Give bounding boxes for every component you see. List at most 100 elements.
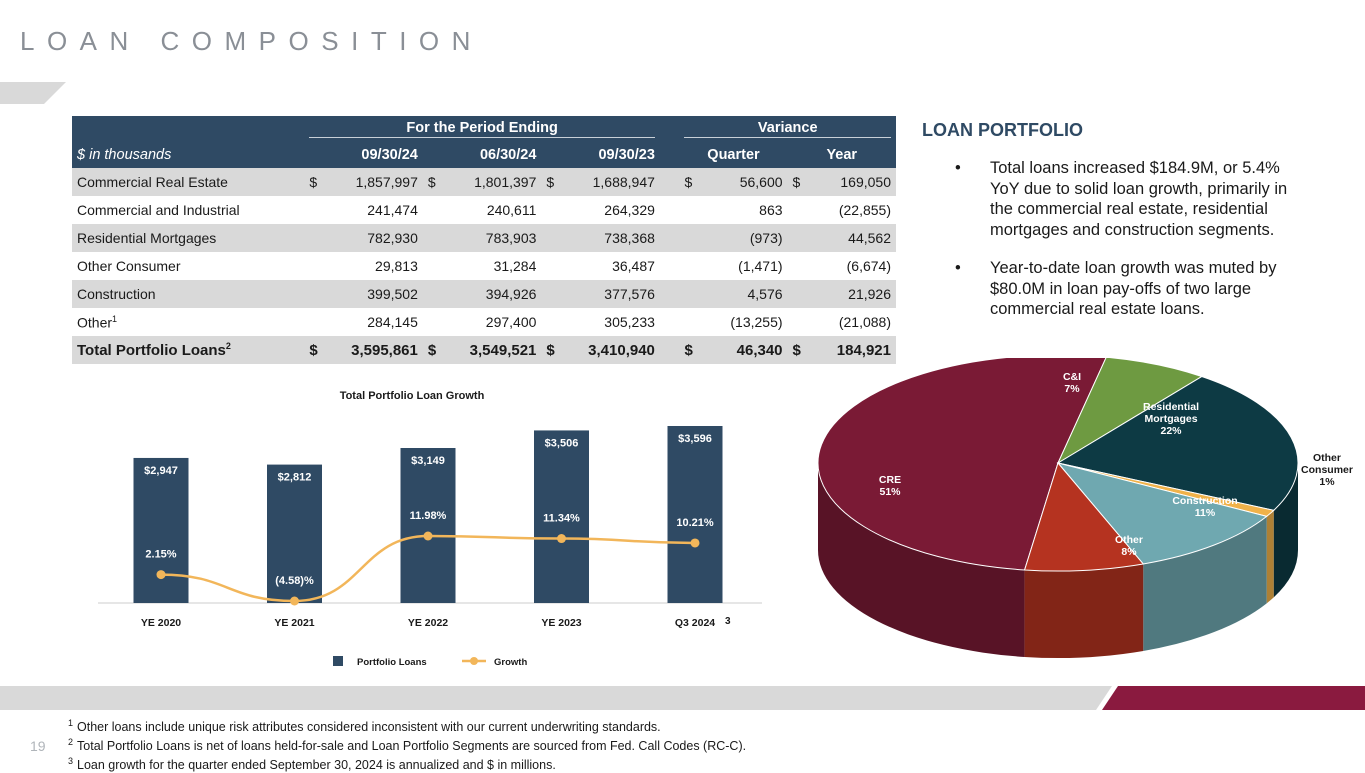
bar-value-label: $3,506 — [545, 437, 579, 449]
table-cell: 394,926 — [422, 280, 542, 308]
table-column-header-row: $ in thousands 09/30/24 06/30/24 09/30/2… — [72, 142, 896, 168]
pie-slice — [817, 358, 1107, 571]
pie-slice-side — [1266, 510, 1274, 604]
row-label: Other1 — [77, 313, 118, 331]
pie-slice — [1023, 461, 1145, 572]
table-cell: (973) — [679, 224, 788, 252]
column-header: 06/30/24 — [422, 142, 542, 168]
top-accent-band — [0, 82, 66, 104]
bottom-accent-band — [0, 686, 1365, 710]
growth-value-label: 11.98% — [410, 510, 447, 522]
pie-slice — [1056, 375, 1299, 511]
column-header: 09/30/23 — [541, 142, 660, 168]
table-cell: 31,284 — [493, 258, 537, 274]
table-total-row: Total Portfolio Loans2 $3,595,861 $3,549,5… — [72, 336, 896, 364]
pie-slice-name: CRE — [879, 474, 901, 486]
table-cell: 21,926 — [787, 280, 896, 308]
bullet-item: • Year-to-date loan growth was muted by … — [955, 259, 1277, 318]
table-row: Residential Mortgages 782,930 783,903 738,3… — [72, 224, 896, 252]
table-row: Other1 284,145 297,400 305,233 (13,255) (21,0… — [72, 308, 896, 336]
column-header: Quarter — [679, 142, 788, 168]
bar-value-label: $2,947 — [144, 465, 178, 477]
table-group-header-row: For the Period Ending Variance — [72, 116, 896, 142]
growth-value-label: 2.15% — [145, 549, 176, 561]
growth-line — [160, 534, 696, 603]
pie-slice-value: 8% — [1121, 546, 1137, 558]
table-cell: 297,400 — [485, 314, 537, 330]
table-cell: $1,857,997 — [304, 168, 423, 196]
table-cell: 241,474 — [367, 202, 418, 218]
table-cell: 783,903 — [422, 224, 542, 252]
table-cell: (1,471) — [738, 258, 783, 274]
table-cell: 863 — [759, 202, 783, 218]
column-header: 09/30/24 — [304, 142, 423, 168]
row-label: Other Consumer — [77, 258, 181, 274]
footnote: 2 Total Portfolio Loans is net of loans h… — [68, 737, 747, 754]
pie-slice-value: 11% — [1195, 507, 1216, 519]
table-row: Commercial Real Estate $1,857,997 $1,801,3… — [72, 168, 896, 196]
pie-slice-name: Other — [1313, 452, 1341, 464]
growth-value-label: 10.21% — [676, 517, 714, 529]
table-cell: $169,050 — [787, 168, 896, 196]
page-number: 19 — [30, 738, 46, 754]
loan-portfolio-heading: LOAN PORTFOLIO — [922, 120, 1083, 140]
x-tick-label: Q3 2024 — [675, 617, 715, 629]
table-row: Other Consumer 29,813 31,284 36,487 (1,471) (… — [72, 252, 896, 280]
legend-label: Portfolio Loans — [357, 657, 427, 668]
table-cell: $1,801,397 — [422, 168, 542, 196]
page-title: LOAN COMPOSITION — [20, 26, 483, 56]
growth-point — [156, 570, 166, 580]
x-tick-label: YE 2023 — [541, 617, 581, 629]
pie-slice-name: Residential — [1143, 401, 1199, 413]
table-cell: 44,562 — [787, 224, 896, 252]
table-cell: $184,921 — [787, 336, 896, 364]
x-tick-label: YE 2021 — [274, 617, 314, 629]
group-header-period: For the Period Ending — [304, 116, 660, 142]
table-cell: (13,255) — [730, 314, 783, 330]
table-cell: 4,576 — [679, 280, 788, 308]
pie-slice-value: 7% — [1064, 383, 1080, 395]
pie-slice-name: Consumer — [1301, 464, 1353, 476]
footnote: 3 Loan growth for the quarter ended Septe… — [68, 756, 556, 773]
pie-slice-side — [1024, 563, 1144, 658]
row-label: Total Portfolio Loans2 — [72, 336, 305, 364]
growth-point — [423, 531, 433, 541]
table-cell: 284,145 — [367, 314, 418, 330]
table-cell: $3,410,940 — [541, 336, 660, 364]
pie-slice-side — [1143, 516, 1267, 651]
bullet-icon: • — [955, 259, 961, 277]
x-tick-label: YE 2022 — [408, 617, 448, 629]
bullet-item: • Total loans increased $184.9M, or 5.4%… — [955, 159, 1288, 239]
table-cell: 305,233 — [604, 314, 655, 330]
pie-slice-name: C&I — [1063, 371, 1081, 383]
loan-portfolio-pie-chart: CRE51%C&I7%ResidentialMortgages22%OtherC… — [817, 358, 1353, 658]
bullet-icon: • — [955, 159, 961, 177]
legend-swatch-growth-marker — [470, 657, 478, 665]
table-cell: (21,088) — [838, 314, 891, 330]
table-cell: $46,340 — [679, 336, 788, 364]
table-cell: 782,930 — [304, 224, 423, 252]
x-tick-label: YE 2020 — [141, 617, 181, 629]
table-cell: 399,502 — [304, 280, 423, 308]
table-row: Construction 399,502 394,926 377,576 4,576 21… — [72, 280, 896, 308]
group-header-variance: Variance — [679, 116, 896, 142]
pie-slice — [1056, 462, 1268, 565]
pie-slice-value: 1% — [1319, 476, 1335, 488]
pie-slice-value: 51% — [879, 486, 901, 498]
pie-slice-name: Other — [1115, 534, 1143, 546]
loan-composition-table: For the Period Ending Variance $ in thou… — [72, 116, 896, 364]
growth-point — [690, 538, 700, 548]
pie-slice-name: Construction — [1172, 495, 1237, 507]
row-label: Commercial and Industrial — [77, 202, 240, 218]
table-row: Commercial and Industrial 241,474 240,611 2… — [72, 196, 896, 224]
growth-value-label: (4.58)% — [275, 575, 314, 587]
pie-slice-value: 22% — [1160, 425, 1182, 437]
pie-slice-side — [1273, 463, 1298, 598]
table-cell: 240,611 — [486, 202, 537, 218]
table-cell: (22,855) — [838, 202, 891, 218]
pie-slice-name: Mortgages — [1144, 413, 1197, 425]
legend-swatch-portfolio-loans — [333, 656, 343, 666]
portfolio-bullets: • Total loans increased $184.9M, or 5.4%… — [955, 158, 1300, 338]
footnotes: 1 Other loans include unique risk attribu… — [68, 716, 746, 773]
table-cell: $3,595,861 — [304, 336, 423, 364]
